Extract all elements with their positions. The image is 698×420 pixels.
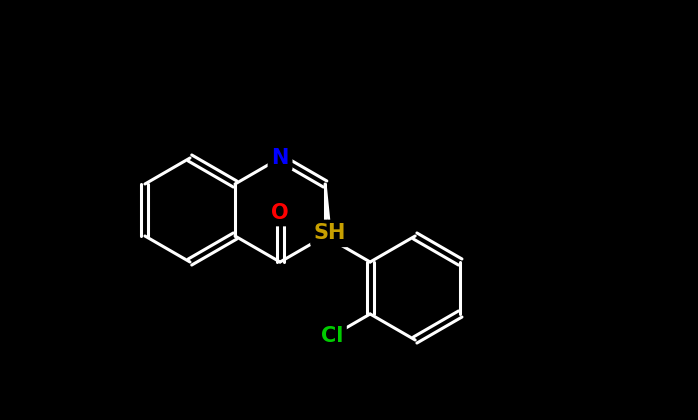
Text: N: N [272, 148, 289, 168]
Text: N: N [316, 226, 334, 246]
Text: Cl: Cl [320, 326, 343, 346]
Text: O: O [272, 202, 289, 223]
Text: SH: SH [314, 223, 346, 244]
